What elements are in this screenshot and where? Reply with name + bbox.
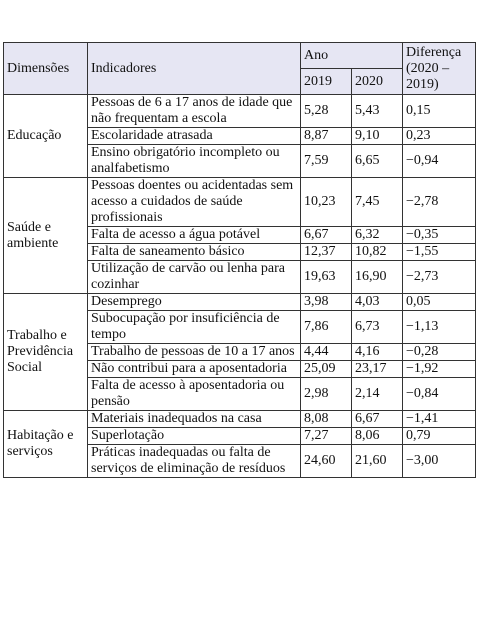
value-cell: −1,55 <box>402 243 476 261</box>
value-cell: −0,28 <box>402 343 476 361</box>
dimension-cell: Educação <box>3 94 88 178</box>
table-row: Ensino obrigatório incompleto ou analfab… <box>4 144 476 178</box>
header-cell: 2019 <box>300 68 352 95</box>
table-row: Falta de acesso a água potável 6,67 6,32 −0… <box>4 226 476 244</box>
value-cell: 0,23 <box>402 127 476 145</box>
indicator-cell: Práticas inadequadas ou falta de serviço… <box>87 444 301 478</box>
value-cell: 10,23 <box>300 177 352 227</box>
value-cell: 7,27 <box>300 427 352 445</box>
header-cell: Diferença (2020 – 2019) <box>402 42 476 95</box>
header-cell: Indicadores <box>87 42 301 95</box>
value-cell: −1,92 <box>402 360 476 378</box>
value-cell: 6,32 <box>351 226 403 244</box>
table-row: Subocupação por insuficiência de tempo 7,… <box>4 310 476 344</box>
header-cell: 2020 <box>351 68 403 95</box>
value-cell: 19,63 <box>300 260 352 294</box>
table-row: Superlotação 7,27 8,06 0,79 <box>4 427 476 445</box>
value-cell: −0,35 <box>402 226 476 244</box>
value-cell: 2,98 <box>300 377 352 411</box>
value-cell: 8,06 <box>351 427 403 445</box>
dimension-cell: Saúde e ambiente <box>3 177 88 294</box>
table-body: Educação Pessoas de 6 a 17 anos de idade … <box>3 94 476 478</box>
value-cell: −1,41 <box>402 410 476 428</box>
value-cell: 24,60 <box>300 444 352 478</box>
value-cell: 0,79 <box>402 427 476 445</box>
indicator-cell: Ensino obrigatório incompleto ou analfab… <box>87 144 301 178</box>
table-row: Falta de acesso à aposentadoria ou pensã… <box>4 377 476 411</box>
value-cell: 21,60 <box>351 444 403 478</box>
value-cell: −2,73 <box>402 260 476 294</box>
header-cell: Ano <box>300 42 403 69</box>
indicator-cell: Trabalho de pessoas de 10 a 17 anos <box>87 343 301 361</box>
value-cell: 10,82 <box>351 243 403 261</box>
indicator-cell: Falta de acesso a água potável <box>87 226 301 244</box>
value-cell: −0,84 <box>402 377 476 411</box>
indicator-cell: Superlotação <box>87 427 301 445</box>
indicator-cell: Desemprego <box>87 293 301 311</box>
table-row: Saúde e ambiente Pessoas doentes ou acide… <box>3 177 476 294</box>
value-cell: 6,67 <box>351 410 403 428</box>
indicator-cell: Falta de saneamento básico <box>87 243 301 261</box>
indicator-cell: Escolaridade atrasada <box>87 127 301 145</box>
dimension-cell: Habitação e serviços <box>3 410 88 478</box>
value-cell: 4,03 <box>351 293 403 311</box>
table-row: Educação Pessoas de 6 a 17 anos de idade … <box>3 94 476 178</box>
value-cell: 7,59 <box>300 144 352 178</box>
indicator-cell: Pessoas de 6 a 17 anos de idade que não … <box>87 94 301 128</box>
value-cell: 5,28 <box>300 94 352 128</box>
value-cell: −2,78 <box>402 177 476 227</box>
header-cell: Dimensões <box>3 42 88 95</box>
indicator-cell: Falta de acesso à aposentadoria ou pensã… <box>87 377 301 411</box>
table-row: Habitação e serviços Materiais inadequado… <box>3 410 476 478</box>
value-cell: −0,94 <box>402 144 476 178</box>
value-cell: 9,10 <box>351 127 403 145</box>
value-cell: 12,37 <box>300 243 352 261</box>
table-row: Utilização de carvão ou lenha para cozin… <box>4 260 476 294</box>
table-row: Falta de saneamento básico 12,37 10,82 −1,5… <box>4 243 476 261</box>
value-cell: 16,90 <box>351 260 403 294</box>
indicator-cell: Materiais inadequados na casa <box>87 410 301 428</box>
value-cell: 0,15 <box>402 94 476 128</box>
value-cell: 4,44 <box>300 343 352 361</box>
indicator-cell: Utilização de carvão ou lenha para cozin… <box>87 260 301 294</box>
data-table: Dimensões Indicadores Ano Diferença (202… <box>3 42 476 478</box>
value-cell: 8,87 <box>300 127 352 145</box>
value-cell: 6,67 <box>300 226 352 244</box>
dimension-cell: Trabalho e Previdência Social <box>3 293 88 411</box>
indicator-cell: Pessoas doentes ou acidentadas sem acess… <box>87 177 301 227</box>
value-cell: 4,16 <box>351 343 403 361</box>
value-cell: −3,00 <box>402 444 476 478</box>
value-cell: 25,09 <box>300 360 352 378</box>
table-row: Práticas inadequadas ou falta de serviço… <box>4 444 476 478</box>
value-cell: 2,14 <box>351 377 403 411</box>
table-header: Dimensões Indicadores Ano Diferença (202… <box>3 42 476 95</box>
value-cell: 8,08 <box>300 410 352 428</box>
value-cell: 7,45 <box>351 177 403 227</box>
indicator-cell: Não contribui para a aposentadoria <box>87 360 301 378</box>
table-row: Escolaridade atrasada 8,87 9,10 0,23 <box>4 127 476 145</box>
value-cell: 7,86 <box>300 310 352 344</box>
value-cell: 6,73 <box>351 310 403 344</box>
value-cell: 5,43 <box>351 94 403 128</box>
value-cell: 0,05 <box>402 293 476 311</box>
table-row: Trabalho e Previdência Social Desemprego 3… <box>3 293 476 411</box>
value-cell: 6,65 <box>351 144 403 178</box>
value-cell: −1,13 <box>402 310 476 344</box>
value-cell: 3,98 <box>300 293 352 311</box>
value-cell: 23,17 <box>351 360 403 378</box>
indicator-cell: Subocupação por insuficiência de tempo <box>87 310 301 344</box>
